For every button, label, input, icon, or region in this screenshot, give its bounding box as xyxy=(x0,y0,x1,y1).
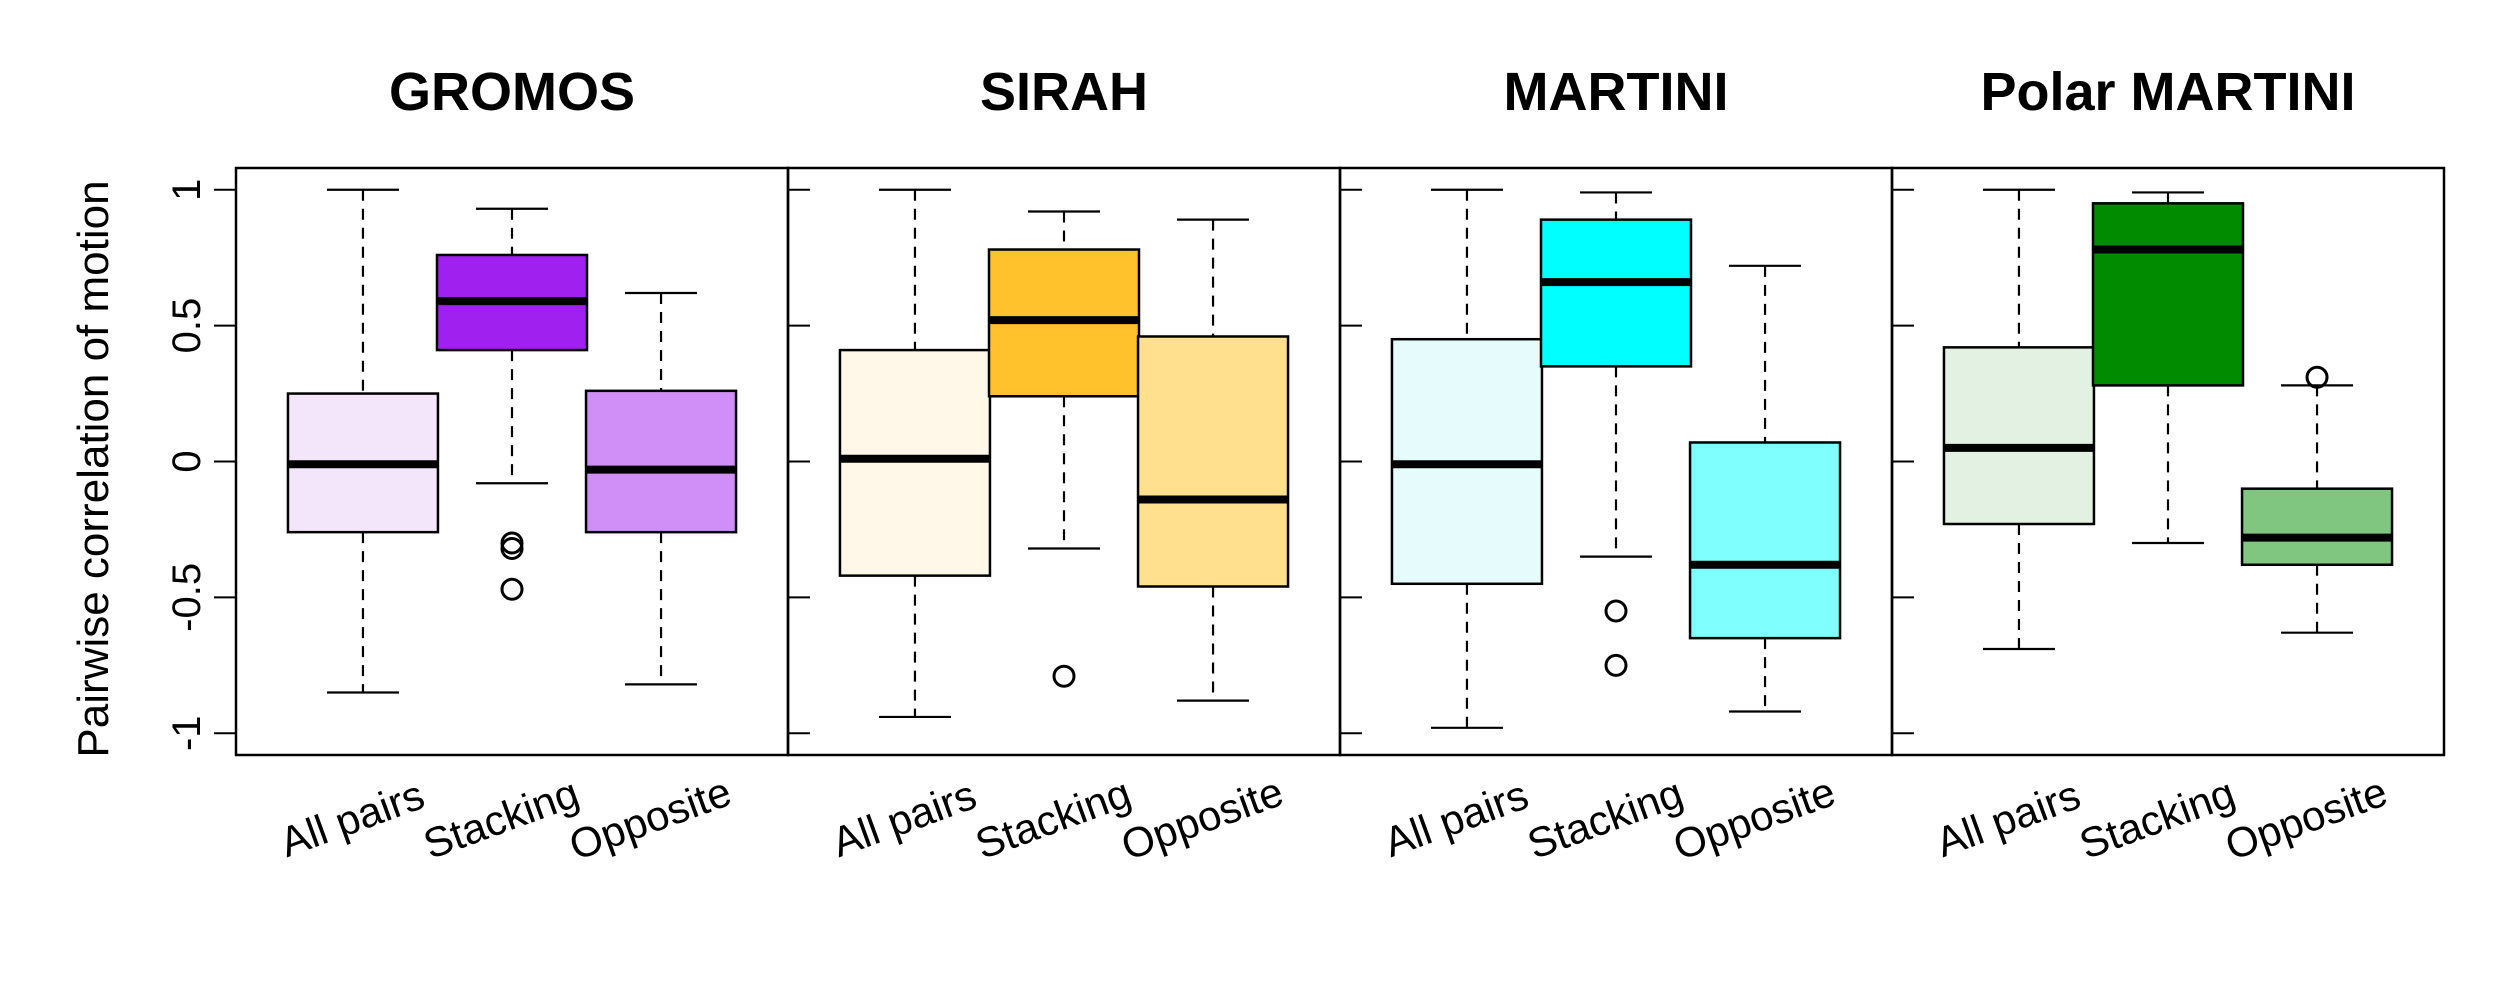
x-category-label-all-pairs: All pairs xyxy=(1930,771,2086,866)
outlier-point xyxy=(1604,599,1628,623)
y-tick-label: 0 xyxy=(165,450,209,472)
outlier-point xyxy=(1052,664,1076,688)
outlier-point xyxy=(1604,653,1628,677)
y-tick-label: -1 xyxy=(165,715,209,751)
box-sirah-all-pairs xyxy=(838,348,992,577)
box-polar-martini-all-pairs xyxy=(1942,346,2096,526)
y-tick-label: 0.5 xyxy=(165,298,209,354)
box-martini-opposite xyxy=(1688,441,1842,640)
y-tick-label: -0.5 xyxy=(165,563,209,632)
y-axis-title: Pairwise correlation of motion xyxy=(69,180,118,757)
box-polar-martini-stacking xyxy=(2091,202,2245,387)
x-category-label-opposite: Opposite xyxy=(1667,768,1841,870)
x-category-label-all-pairs: All pairs xyxy=(274,771,430,866)
panel-title-gromos: GROMOS xyxy=(389,62,635,122)
x-category-label-stacking: Stacking xyxy=(2073,769,2240,868)
x-category-label-stacking: Stacking xyxy=(417,769,584,868)
outlier-point xyxy=(2305,365,2329,389)
x-category-label-all-pairs: All pairs xyxy=(1378,771,1534,866)
panel-title-sirah: SIRAH xyxy=(980,62,1148,122)
outlier-point xyxy=(500,577,524,601)
box-sirah-opposite xyxy=(1136,335,1290,588)
x-category-label-opposite: Opposite xyxy=(563,768,737,870)
outlier-point xyxy=(500,536,524,560)
box-martini-stacking xyxy=(1539,218,1693,368)
box-polar-martini-opposite xyxy=(2240,487,2394,567)
x-category-label-stacking: Stacking xyxy=(1521,769,1688,868)
y-tick-label: 1 xyxy=(165,179,209,201)
panel-title-polar-martini: Polar MARTINI xyxy=(1980,62,2355,122)
box-gromos-opposite xyxy=(584,389,738,534)
x-category-label-opposite: Opposite xyxy=(2219,768,2393,870)
x-category-label-all-pairs: All pairs xyxy=(826,771,982,866)
x-category-label-stacking: Stacking xyxy=(969,769,1136,868)
x-category-label-opposite: Opposite xyxy=(1115,768,1289,870)
panel-title-martini: MARTINI xyxy=(1504,62,1729,122)
